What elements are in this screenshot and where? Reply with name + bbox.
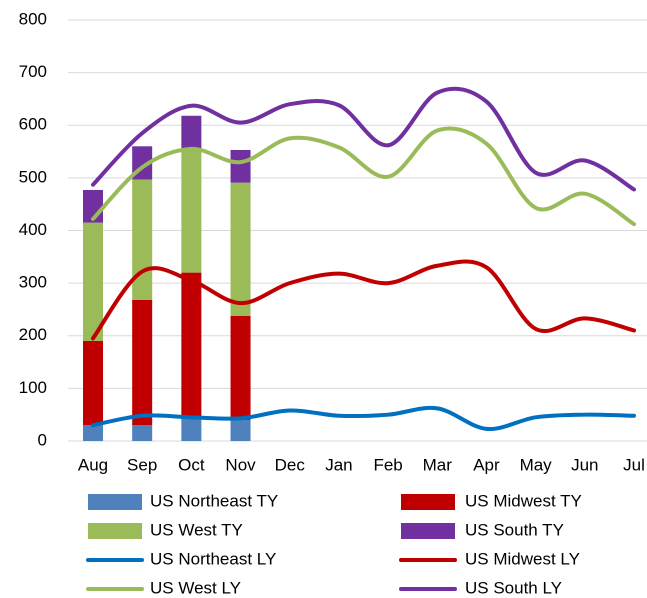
line-series	[91, 405, 636, 431]
legend-swatch	[88, 523, 142, 539]
line-series	[91, 86, 636, 192]
legend-label: US West LY	[150, 578, 241, 597]
bar-segment	[83, 425, 103, 441]
x-tick-label: Jul	[623, 455, 645, 474]
bar-segment	[230, 419, 251, 441]
line-series	[91, 126, 636, 227]
y-tick-label: 500	[19, 167, 47, 186]
legend-label: US West TY	[150, 520, 243, 539]
x-tick-label: Mar	[423, 455, 453, 474]
bar-segment	[181, 272, 202, 418]
y-tick-label: 400	[19, 220, 47, 239]
bar-segment	[83, 341, 103, 426]
legend-label: US Northeast TY	[150, 491, 278, 510]
bar-segment	[132, 425, 153, 441]
legend-swatch	[401, 523, 455, 539]
x-tick-label: Jun	[571, 455, 598, 474]
x-tick-label: Oct	[178, 455, 205, 474]
bar-segment	[132, 179, 153, 300]
y-tick-label: 600	[19, 115, 47, 134]
x-tick-label: Aug	[78, 455, 108, 474]
y-tick-label: 0	[38, 430, 47, 449]
y-tick-label: 800	[19, 9, 47, 28]
bar-segment	[230, 182, 251, 316]
y-tick-label: 700	[19, 62, 47, 81]
y-tick-label: 300	[19, 273, 47, 292]
legend-label: US South LY	[465, 578, 562, 597]
x-tick-label: Dec	[275, 455, 306, 474]
legend-swatch	[88, 494, 142, 510]
legend-label: US South TY	[465, 520, 564, 539]
bar-segment	[181, 148, 202, 273]
x-tick-label: Apr	[473, 455, 500, 474]
x-tick-label: Jan	[325, 455, 352, 474]
bar-segment	[181, 417, 202, 441]
x-tick-label: Feb	[373, 455, 402, 474]
legend-label: US Northeast LY	[150, 549, 276, 568]
y-tick-label: 200	[19, 325, 47, 344]
bar-segment	[132, 299, 153, 426]
legend-swatch	[401, 494, 455, 510]
x-tick-label: Sep	[127, 455, 157, 474]
x-tick-label: Nov	[225, 455, 256, 474]
bar-segment	[181, 115, 202, 149]
bar-segment	[230, 315, 251, 420]
bar-segment	[83, 222, 103, 342]
legend-label: US Midwest TY	[465, 491, 582, 510]
y-tick-label: 100	[19, 378, 47, 397]
line-series	[91, 259, 636, 341]
x-tick-label: May	[520, 455, 553, 474]
bar-segment	[230, 149, 251, 183]
legend-label: US Midwest LY	[465, 549, 580, 568]
